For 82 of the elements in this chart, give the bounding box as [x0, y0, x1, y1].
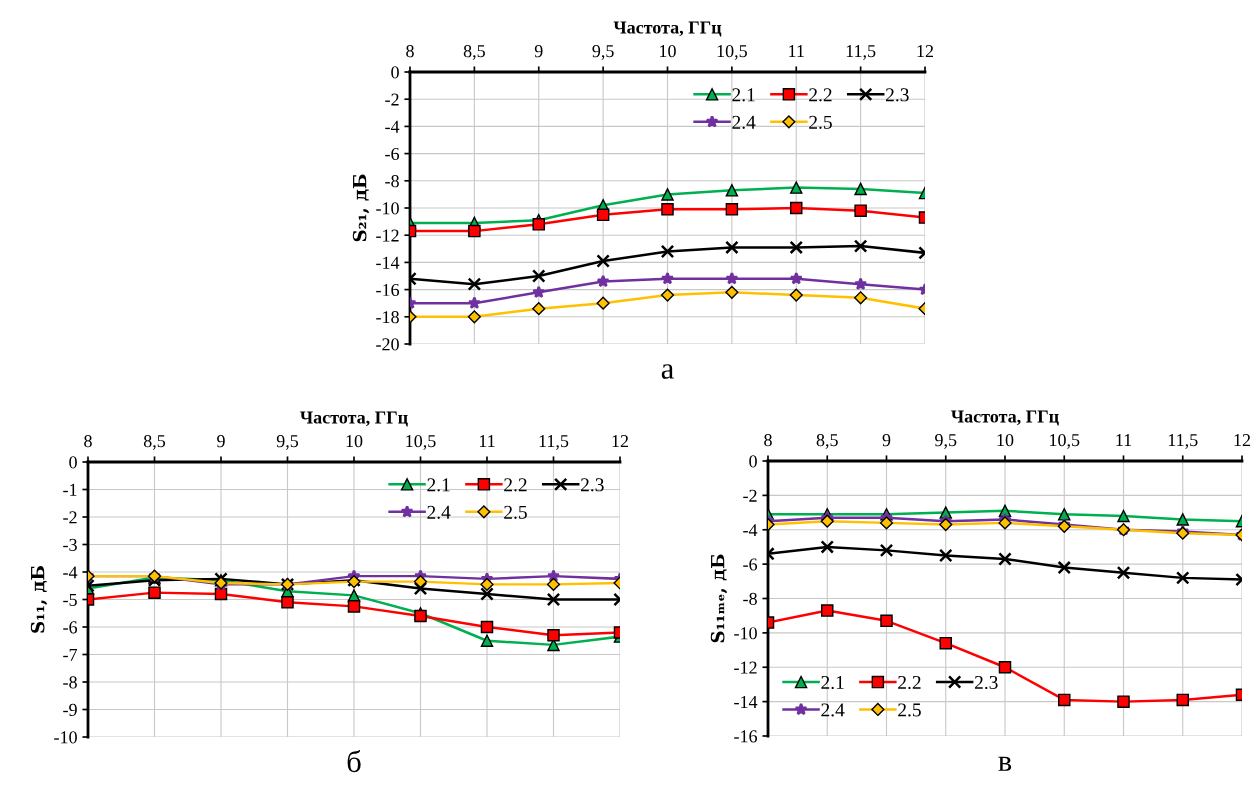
- legend-label: 2.1: [732, 88, 755, 102]
- y-tick-label: -16: [376, 283, 400, 297]
- y-tick-label: -12: [376, 229, 399, 242]
- y-tick-label: -10: [376, 202, 399, 215]
- y-tick-label: -16: [734, 730, 758, 743]
- legend-label: 2.4: [732, 115, 756, 129]
- y-tick-label: -14: [734, 695, 758, 708]
- y-tick-label: 0: [391, 66, 399, 79]
- y-tick-label: -5: [63, 593, 77, 606]
- x-tick-label: 11,5: [1168, 434, 1198, 449]
- x-tick-label: 10,5: [1050, 434, 1080, 449]
- legend-label: 2.1: [821, 675, 844, 690]
- legend-label: 2.4: [821, 703, 845, 717]
- y-tick-label: 0: [749, 455, 757, 468]
- x-tick-label: 10: [346, 435, 363, 448]
- y-tick-label: -8: [385, 175, 399, 188]
- y-axis-title: S₁₁, дБ: [30, 566, 48, 633]
- y-tick-label: -6: [743, 558, 758, 571]
- legend-label: 2.5: [898, 703, 921, 717]
- y-tick-label: -2: [63, 511, 77, 524]
- legend-label: 2.3: [885, 88, 909, 102]
- x-tick-label: 8: [764, 434, 772, 447]
- x-tick-label: 11,5: [846, 45, 876, 60]
- y-tick-label: -2: [743, 489, 757, 502]
- legend-label: 2.2: [504, 478, 527, 492]
- x-axis-title: Частота, ГГц: [300, 411, 408, 427]
- x-tick-label: 8: [84, 435, 92, 448]
- x-tick-label: 8,5: [463, 45, 485, 60]
- x-tick-label: 9,5: [935, 434, 957, 449]
- x-tick-label: 8: [406, 45, 414, 58]
- y-tick-label: -12: [734, 661, 757, 674]
- x-tick-label: 12: [917, 45, 934, 58]
- x-tick-label: 8,5: [143, 435, 166, 450]
- x-tick-label: 9: [217, 435, 225, 448]
- x-tick-label: 9: [534, 45, 543, 58]
- x-axis-title: Частота, ГГц: [951, 410, 1059, 426]
- legend-label: 2.4: [427, 505, 451, 519]
- x-tick-label: 10: [997, 434, 1014, 447]
- x-tick-label: 12: [1234, 434, 1251, 447]
- y-tick-label: -10: [54, 731, 77, 744]
- x-tick-label: 9: [882, 434, 891, 447]
- x-tick-label: 10,5: [406, 435, 436, 450]
- y-tick-label: -8: [63, 676, 77, 689]
- y-tick-label: -7: [63, 648, 78, 661]
- y-tick-label: -14: [376, 256, 400, 269]
- legend-label: 2.1: [427, 478, 450, 492]
- y-axis-title: S₁₁ₘₑ, дБ: [710, 554, 728, 643]
- y-tick-label: -6: [385, 147, 400, 161]
- x-tick-label: 11: [1116, 434, 1132, 447]
- text: б: [347, 749, 361, 773]
- y-tick-label: -20: [376, 338, 399, 351]
- y-tick-label: -4: [63, 566, 78, 579]
- x-tick-label: 11: [479, 435, 495, 448]
- legend-label: 2.2: [898, 675, 921, 690]
- text: а: [661, 364, 674, 379]
- y-tick-label: -10: [734, 627, 757, 640]
- legend-label: 2.3: [974, 675, 998, 690]
- y-tick-label: -18: [376, 311, 399, 324]
- x-axis-title: Частота, ГГц: [613, 21, 722, 37]
- x-tick-label: 11,5: [539, 435, 569, 450]
- legend-label: 2.5: [809, 115, 832, 129]
- y-tick-label: -3: [63, 538, 77, 551]
- x-tick-label: 8,5: [816, 434, 838, 449]
- y-tick-label: -4: [743, 524, 758, 537]
- legend-label: 2.2: [809, 88, 832, 102]
- x-tick-label: 9,5: [592, 45, 614, 60]
- legend-label: 2.3: [580, 478, 604, 492]
- y-tick-label: -4: [385, 120, 400, 133]
- y-tick-label: -9: [63, 703, 77, 716]
- y-tick-label: -2: [385, 93, 399, 106]
- y-tick-label: -6: [63, 621, 78, 634]
- y-tick-label: 0: [69, 456, 77, 469]
- x-tick-label: 10,5: [717, 45, 747, 60]
- legend-label: 2.5: [504, 505, 527, 519]
- y-tick-label: -8: [743, 592, 757, 605]
- x-tick-label: 9,5: [276, 435, 299, 450]
- x-tick-label: 10: [660, 45, 676, 58]
- x-tick-label: 12: [612, 435, 629, 448]
- text: в: [998, 756, 1012, 771]
- y-axis-title: S₂₁, дБ: [352, 174, 370, 242]
- y-tick-label: -1: [63, 483, 77, 496]
- x-tick-label: 11: [789, 45, 804, 58]
